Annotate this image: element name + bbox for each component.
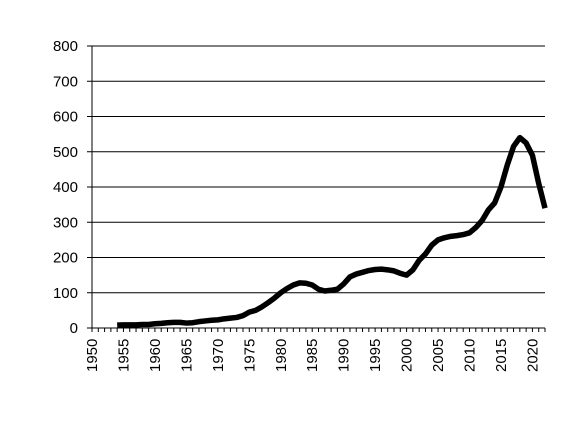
- x-tick-label: 1950: [84, 339, 101, 372]
- x-tick-label: 1975: [241, 339, 258, 372]
- x-tick-label: 2015: [493, 339, 510, 372]
- x-tick-label: 1970: [210, 339, 227, 372]
- x-tick-label: 2020: [524, 339, 541, 372]
- y-tick-label: 700: [53, 73, 78, 90]
- y-tick-label: 200: [53, 250, 78, 267]
- y-tick-labels: 0 100 200 300 400 500 600 700 800: [53, 38, 78, 337]
- x-tick-label: 1985: [304, 339, 321, 372]
- x-tick-label: 1980: [273, 339, 290, 372]
- x-tick-label: 1965: [178, 339, 195, 372]
- x-tick-label: 1995: [367, 339, 384, 372]
- x-tick-label: 2005: [430, 339, 447, 372]
- x-tick-label: 1990: [336, 339, 353, 372]
- axes: [87, 45, 546, 332]
- gridlines: [92, 45, 545, 294]
- series-line-0: [117, 134, 548, 328]
- y-tick-label: 100: [53, 285, 78, 302]
- y-tick-label: 300: [53, 214, 78, 231]
- y-tick-label: 500: [53, 144, 78, 161]
- y-tick-label: 0: [70, 320, 78, 337]
- x-tick-label: 1960: [147, 339, 164, 372]
- y-tick-label: 600: [53, 109, 78, 126]
- x-tick-labels: 1950 1955 1960 1965 1970 1975 1980 1985 1990 1995…: [84, 339, 541, 372]
- data-series: [117, 134, 548, 328]
- y-tick-label: 800: [53, 38, 78, 55]
- x-tick-label: 1955: [115, 339, 132, 372]
- y-tick-label: 400: [53, 179, 78, 196]
- x-tick-label: 2010: [462, 339, 479, 372]
- x-tick-label: 2000: [399, 339, 416, 372]
